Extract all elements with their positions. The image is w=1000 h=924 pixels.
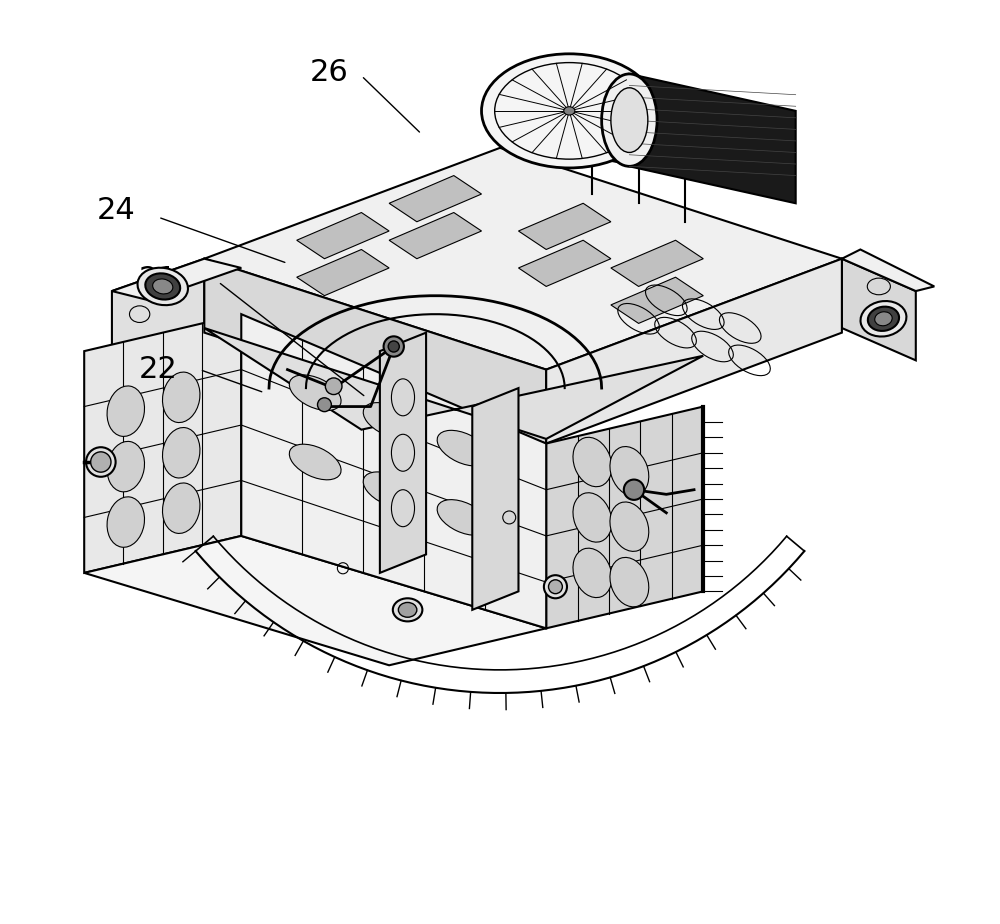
Ellipse shape	[138, 268, 188, 305]
Ellipse shape	[573, 437, 612, 487]
Ellipse shape	[610, 557, 649, 607]
Polygon shape	[380, 333, 426, 573]
Ellipse shape	[162, 428, 200, 478]
Ellipse shape	[318, 397, 331, 411]
Ellipse shape	[437, 500, 489, 535]
Text: 21: 21	[139, 264, 177, 294]
Polygon shape	[297, 249, 389, 296]
Polygon shape	[204, 328, 703, 439]
Ellipse shape	[602, 74, 657, 166]
Polygon shape	[518, 240, 611, 286]
Polygon shape	[84, 314, 241, 573]
Ellipse shape	[868, 307, 899, 331]
Ellipse shape	[289, 375, 341, 410]
Ellipse shape	[610, 502, 649, 552]
Ellipse shape	[107, 497, 145, 547]
Ellipse shape	[91, 452, 111, 472]
Ellipse shape	[162, 372, 200, 422]
Polygon shape	[842, 249, 934, 291]
Ellipse shape	[363, 472, 415, 507]
Polygon shape	[611, 277, 703, 323]
Ellipse shape	[398, 602, 417, 617]
Ellipse shape	[544, 575, 567, 599]
Polygon shape	[472, 388, 518, 610]
Polygon shape	[204, 148, 842, 370]
Ellipse shape	[482, 54, 657, 168]
Ellipse shape	[549, 580, 562, 594]
Text: 22: 22	[139, 355, 177, 384]
Ellipse shape	[393, 599, 422, 621]
Polygon shape	[389, 213, 482, 259]
Ellipse shape	[86, 447, 116, 477]
Polygon shape	[629, 74, 796, 203]
Ellipse shape	[325, 378, 342, 395]
Polygon shape	[546, 407, 703, 628]
Polygon shape	[84, 536, 546, 665]
Ellipse shape	[289, 444, 341, 480]
Polygon shape	[518, 203, 611, 249]
Ellipse shape	[611, 88, 648, 152]
Ellipse shape	[153, 279, 173, 294]
Polygon shape	[611, 240, 703, 286]
Ellipse shape	[363, 403, 415, 438]
Polygon shape	[241, 314, 546, 628]
Text: 26: 26	[310, 57, 348, 87]
Ellipse shape	[564, 106, 575, 116]
Ellipse shape	[388, 341, 399, 352]
Polygon shape	[842, 259, 916, 360]
Polygon shape	[112, 259, 241, 300]
Ellipse shape	[107, 386, 145, 436]
Polygon shape	[204, 259, 546, 444]
Ellipse shape	[384, 336, 404, 357]
Ellipse shape	[573, 548, 612, 598]
Ellipse shape	[162, 483, 200, 533]
Ellipse shape	[573, 492, 612, 542]
Polygon shape	[297, 213, 389, 259]
Polygon shape	[546, 259, 842, 444]
Ellipse shape	[861, 301, 906, 336]
Polygon shape	[546, 129, 703, 176]
Ellipse shape	[145, 274, 180, 299]
Ellipse shape	[437, 431, 489, 466]
Ellipse shape	[610, 446, 649, 496]
Ellipse shape	[624, 480, 644, 500]
Polygon shape	[389, 176, 482, 222]
Ellipse shape	[107, 442, 145, 492]
Text: 24: 24	[97, 196, 136, 225]
Polygon shape	[112, 259, 204, 360]
Ellipse shape	[875, 311, 892, 326]
